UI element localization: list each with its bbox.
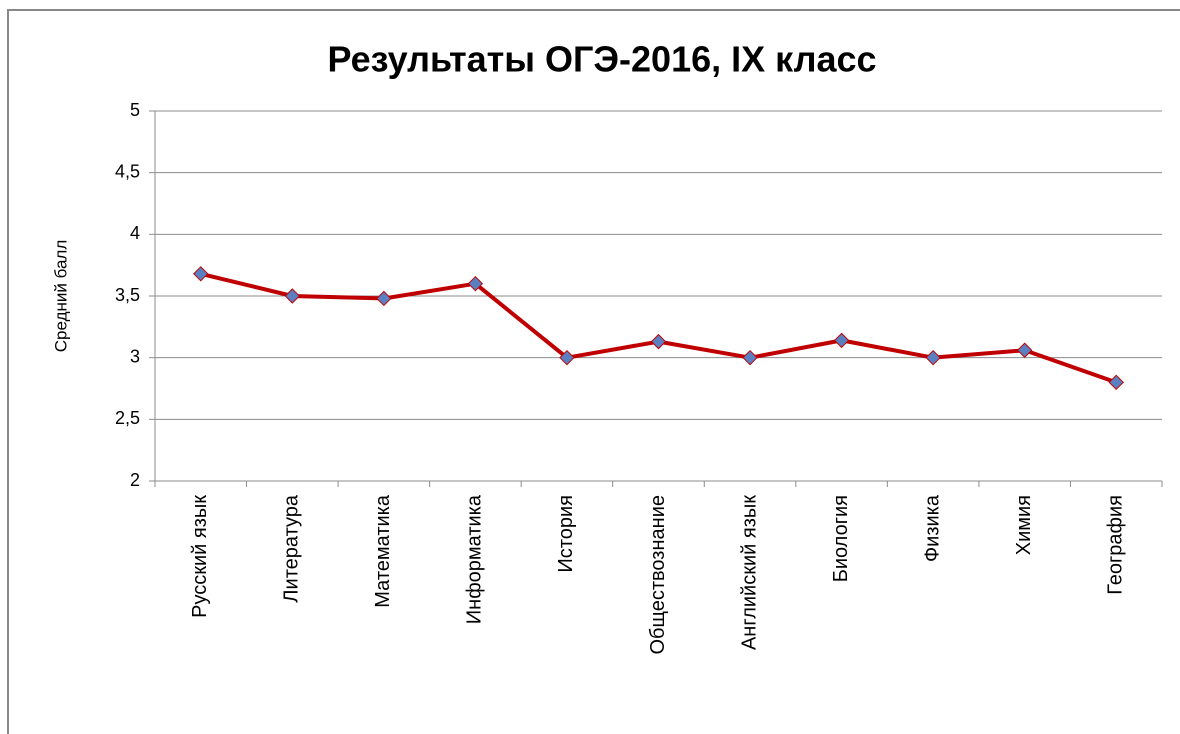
marker xyxy=(833,332,850,349)
y-tick-label: 2 xyxy=(130,470,140,490)
y-tick-label: 4 xyxy=(130,223,140,243)
x-tick-label: Информатика xyxy=(464,494,486,624)
x-tick-label: Физика xyxy=(921,494,943,562)
y-tick-label: 5 xyxy=(130,100,140,120)
marker xyxy=(925,349,941,366)
x-tick-label: История xyxy=(555,495,577,573)
marker xyxy=(467,275,484,292)
x-tick-label: Литература xyxy=(281,494,303,602)
y-tick-label: 4,5 xyxy=(115,161,140,181)
x-tick-label: Английский язык xyxy=(738,495,760,650)
marker xyxy=(1108,374,1124,391)
x-tick-label: Обществознание xyxy=(647,495,669,655)
marker xyxy=(559,349,575,366)
y-tick-label: 3 xyxy=(130,346,140,366)
marker xyxy=(742,349,758,366)
x-tick-label: Биология xyxy=(830,495,852,582)
marker xyxy=(650,333,667,350)
y-tick-label: 3,5 xyxy=(115,285,140,305)
line xyxy=(200,271,1117,385)
marker xyxy=(376,290,392,307)
x-tick-label: География xyxy=(1105,495,1127,595)
chart-title: Результаты ОГЭ-2016, IX класс xyxy=(327,39,876,80)
marker xyxy=(193,266,209,282)
x-tick-label: Химия xyxy=(1013,495,1035,555)
marker xyxy=(1016,342,1033,358)
y-tick-label: 2,5 xyxy=(115,408,140,428)
y-axis-label: Средний балл xyxy=(51,240,70,352)
x-tick-label: Математика xyxy=(372,494,394,608)
x-tick-label: Русский язык xyxy=(189,495,211,618)
marker xyxy=(284,288,301,304)
chart-frame xyxy=(7,9,1180,734)
